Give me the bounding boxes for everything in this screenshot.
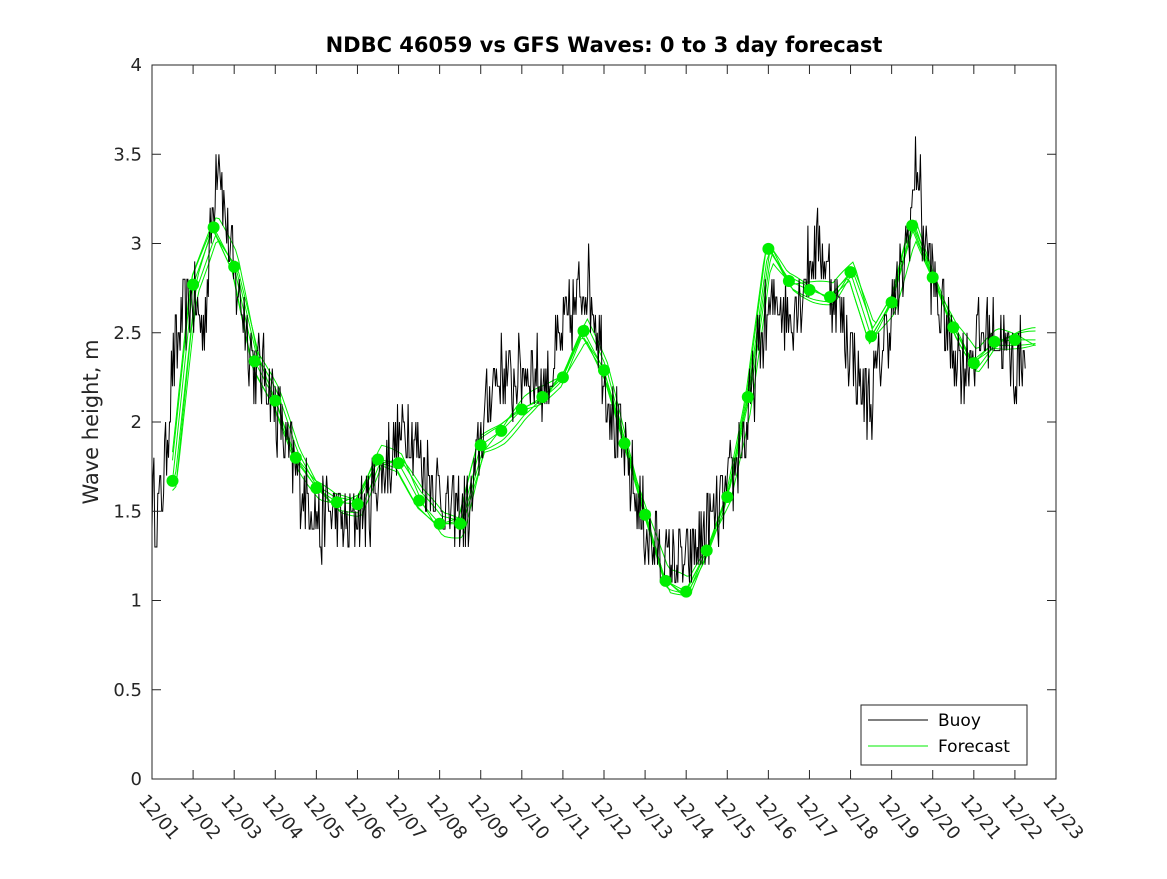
forecast-point (782, 275, 795, 287)
forecast-point (228, 260, 241, 273)
forecast-point (824, 291, 836, 303)
forecast-point (536, 391, 549, 403)
plot-area (152, 65, 1056, 779)
y-tick-label: 1.5 (113, 501, 142, 522)
forecast-point (988, 335, 1001, 348)
y-tick-label: 4 (131, 55, 142, 76)
x-tick-label: 12/06 (340, 791, 389, 844)
forecast-point (700, 544, 713, 557)
forecast-point (413, 494, 426, 507)
y-tick-label: 3.5 (113, 144, 142, 165)
forecast-point (351, 498, 364, 511)
x-tick-label: 12/15 (709, 791, 758, 844)
x-tick-label: 12/18 (833, 791, 882, 844)
x-tick-label: 12/13 (627, 791, 676, 844)
forecast-point (598, 364, 610, 377)
x-tick-label: 12/10 (504, 791, 553, 844)
buoy-line (151, 136, 1026, 584)
y-tick-label: 2.5 (113, 323, 142, 344)
forecast-point (618, 437, 631, 450)
forecast-point (207, 221, 220, 234)
forecast-point (515, 403, 528, 416)
y-tick-label: 3 (131, 234, 142, 255)
y-tick-label: 2 (131, 412, 142, 433)
forecast-point (289, 451, 302, 464)
buoy-series-layer (151, 136, 1026, 584)
forecast-point (906, 219, 919, 232)
x-tick-label: 12/07 (381, 791, 430, 844)
y-axis-title: Wave height, m (79, 339, 103, 504)
forecast-series-layer (166, 219, 1021, 598)
forecast-point (967, 357, 980, 370)
forecast-point (639, 508, 652, 521)
forecast-point (474, 439, 487, 452)
y-axis: 0 0.5 1 1.5 2 2.5 3 3.5 4 (113, 55, 1056, 790)
forecast-point (926, 271, 939, 284)
legend: Buoy Forecast (860, 704, 1028, 766)
x-tick-label: 12/02 (175, 791, 224, 844)
forecast-point (495, 424, 508, 437)
forecast-point (187, 278, 200, 291)
legend-label-forecast: Forecast (938, 737, 1010, 757)
legend-label-buoy: Buoy (938, 711, 981, 731)
x-tick-label: 12/01 (134, 791, 183, 844)
forecast-point (577, 325, 590, 337)
x-tick-label: 12/23 (1038, 791, 1087, 844)
chart-title: NDBC 46059 vs GFS Waves: 0 to 3 day fore… (326, 33, 883, 57)
x-tick-label: 12/09 (463, 791, 512, 844)
forecast-point (310, 482, 323, 494)
x-tick-label: 12/05 (299, 791, 348, 844)
forecast-point (269, 394, 282, 407)
forecast-point (556, 371, 569, 384)
forecast-point (248, 355, 261, 368)
x-tick-label: 12/17 (792, 791, 841, 844)
forecast-point (803, 283, 816, 296)
forecast-point (433, 517, 446, 530)
forecast-point (680, 585, 693, 598)
forecast-point (865, 330, 878, 343)
forecast-point (947, 321, 960, 334)
x-tick-label: 12/04 (257, 791, 306, 844)
forecast-point (392, 457, 405, 470)
forecast-point (885, 296, 898, 309)
x-tick-label: 12/19 (874, 791, 923, 844)
x-tick-label: 12/08 (422, 791, 471, 844)
y-tick-label: 1 (131, 591, 142, 612)
forecast-point (844, 266, 857, 279)
x-tick-label: 12/16 (751, 791, 800, 844)
forecast-point (762, 242, 775, 255)
x-tick-label: 12/14 (668, 791, 717, 844)
x-tick-label: 12/21 (956, 791, 1005, 844)
x-tick-label: 12/03 (216, 791, 265, 844)
x-tick-label: 12/20 (915, 791, 964, 844)
forecast-point (721, 491, 734, 503)
y-tick-label: 0.5 (113, 680, 142, 701)
legend-box (860, 704, 1028, 766)
forecast-point (330, 496, 343, 509)
forecast-point (659, 574, 672, 587)
forecast-point (372, 453, 384, 466)
forecast-point (741, 391, 754, 403)
forecast-point (166, 474, 179, 487)
x-tick-label: 12/22 (997, 791, 1046, 844)
x-tick-label: 12/11 (545, 791, 594, 844)
x-tick-label: 12/12 (586, 791, 635, 844)
y-tick-label: 0 (131, 769, 142, 790)
forecast-point (454, 517, 467, 530)
forecast-point (1008, 333, 1021, 346)
